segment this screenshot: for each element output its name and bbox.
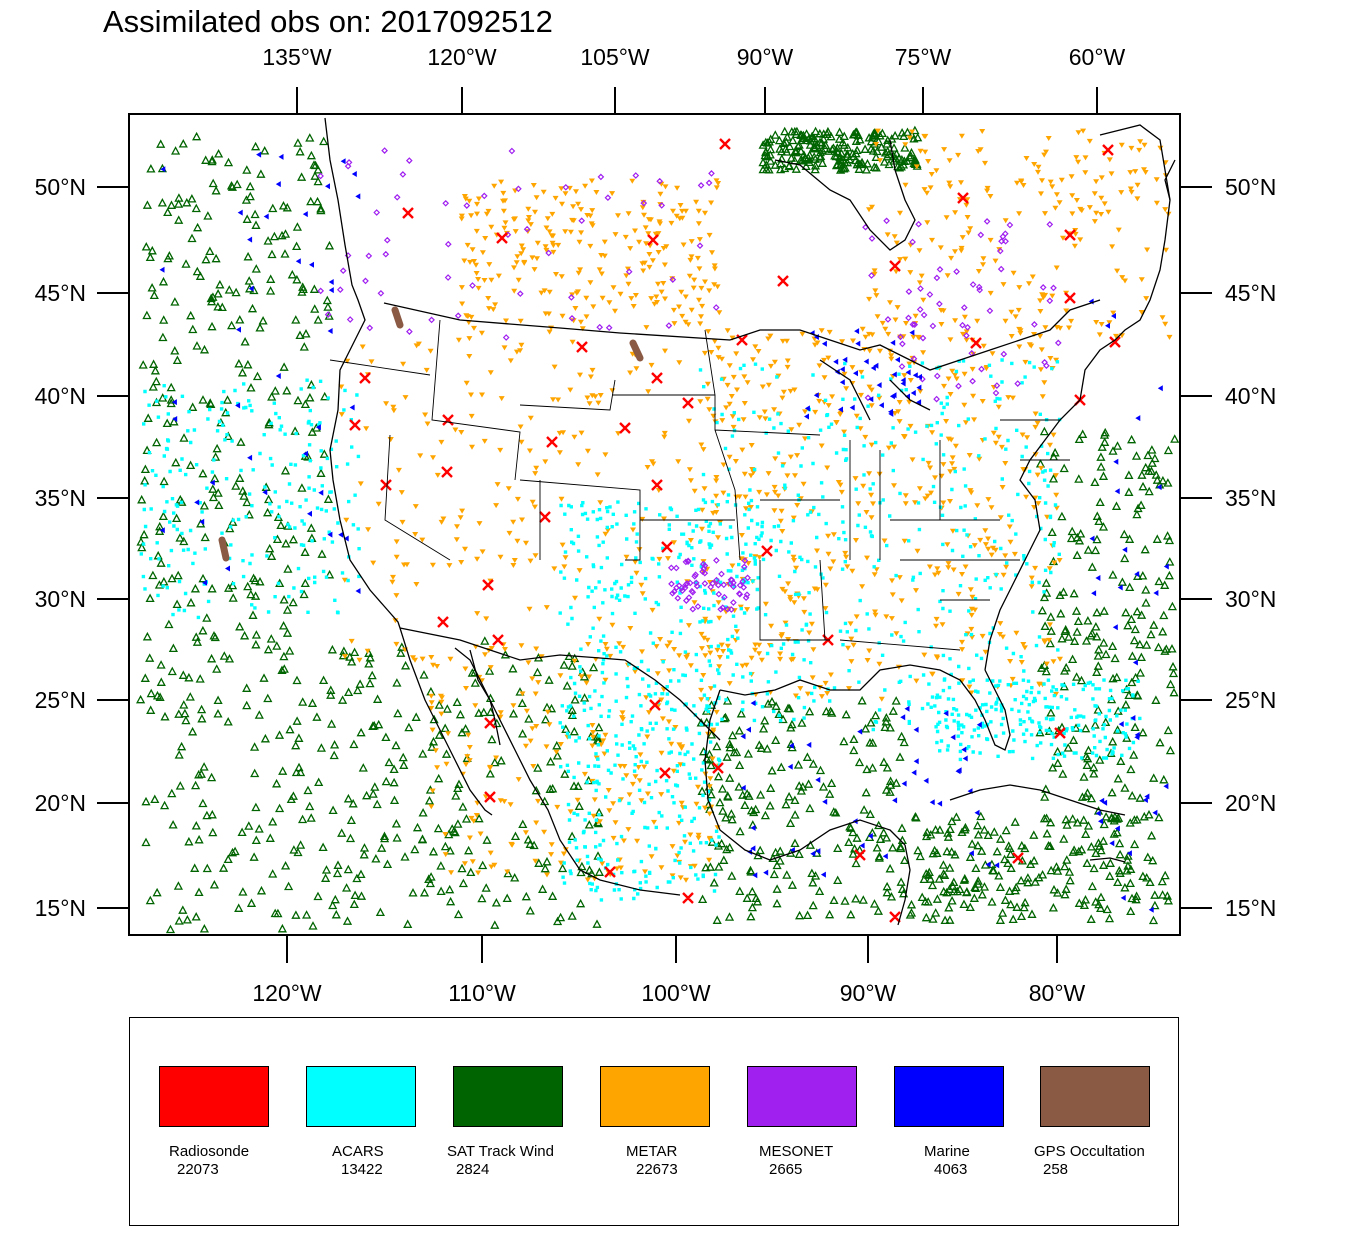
hispaniola (1089, 857, 1126, 863)
legend-swatch (600, 1066, 710, 1127)
right-latitude-label: 35°N (1225, 485, 1277, 511)
legend-swatch (306, 1066, 416, 1127)
legend-label: METAR (626, 1143, 678, 1160)
pacific-coastline (324, 117, 401, 629)
legend-label: Marine (924, 1143, 970, 1160)
mexico-west-coast (454, 647, 681, 896)
top-longitude-label: 105°W (580, 44, 650, 70)
coastlines-and-borders (324, 117, 1176, 926)
left-latitude-label: 15°N (34, 895, 86, 921)
gps-occultation-points (218, 306, 644, 562)
legend-box: Radiosonde 22073 ACARS 13422 SAT Track Wind 2… (129, 1017, 1179, 1226)
right-latitude-label: 40°N (1225, 383, 1277, 409)
sat-track-wind-points (136, 125, 1180, 934)
legend-swatch (159, 1066, 269, 1127)
legend-label: MESONET (759, 1143, 834, 1160)
gulf-coast (719, 664, 1011, 751)
left-latitude-label: 25°N (34, 687, 86, 713)
legend-label: Radiosonde (169, 1143, 250, 1160)
map-frame (128, 113, 1181, 936)
top-longitude-label: 90°W (736, 44, 794, 70)
left-latitude-label: 30°N (34, 586, 86, 612)
left-latitude-label: 40°N (34, 383, 86, 409)
top-longitude-label: 135°W (262, 44, 332, 70)
right-latitude-label: 25°N (1225, 687, 1277, 713)
legend-swatch (894, 1066, 1004, 1127)
bottom-longitude-label: 90°W (839, 980, 897, 1006)
legend-count: 2665 (769, 1161, 803, 1178)
state-lines (329, 319, 1070, 651)
top-longitude-label: 120°W (427, 44, 497, 70)
legend-swatch (747, 1066, 857, 1127)
cuba (949, 784, 1126, 816)
canada-border (383, 302, 731, 341)
top-longitude-label: 75°W (894, 44, 952, 70)
left-latitude-label: 20°N (34, 790, 86, 816)
mexico-gulf-coast (704, 689, 906, 861)
legend-swatch (453, 1066, 563, 1127)
top-longitude-label: 60°W (1068, 44, 1126, 70)
us-mexico-border (399, 627, 721, 741)
legend-label: SAT Track Wind (447, 1143, 554, 1160)
right-latitude-label: 45°N (1225, 280, 1277, 306)
page-title: Assimilated obs on: 2017092512 (103, 4, 553, 39)
radiosonde-points (349, 138, 1121, 923)
acars-points (139, 358, 1142, 902)
legend-count: 13422 (341, 1161, 383, 1178)
left-latitude-label: 35°N (34, 485, 86, 511)
mesonet-points (317, 147, 1062, 613)
bottom-longitude-label: 80°W (1028, 980, 1086, 1006)
legend-label: ACARS (332, 1143, 384, 1160)
right-latitude-label: 50°N (1225, 174, 1277, 200)
right-latitude-label: 30°N (1225, 586, 1277, 612)
central-america (897, 844, 911, 926)
legend-label: GPS Occultation (1034, 1143, 1145, 1160)
bottom-longitude-label: 120°W (252, 980, 322, 1006)
legend-count: 22073 (177, 1161, 219, 1178)
legend-count: 4063 (934, 1161, 968, 1178)
bottom-longitude-label: 100°W (641, 980, 711, 1006)
legend-count: 2824 (456, 1161, 490, 1178)
metar-points (338, 128, 1173, 883)
legend-swatch (1040, 1066, 1150, 1127)
greenland-coast (1099, 124, 1171, 201)
legend-count: 258 (1043, 1161, 1069, 1178)
legend-count: 22673 (636, 1161, 678, 1178)
left-latitude-label: 45°N (34, 280, 86, 306)
right-latitude-label: 15°N (1225, 895, 1277, 921)
great-lakes (729, 299, 1101, 421)
bottom-longitude-label: 110°W (448, 980, 516, 1006)
left-latitude-label: 50°N (34, 174, 86, 200)
hudson-bay (774, 139, 916, 251)
observation-layer (136, 125, 1180, 934)
axis-ticks (97, 87, 1212, 963)
right-latitude-label: 20°N (1225, 790, 1277, 816)
atlantic-coastline (984, 159, 1176, 671)
